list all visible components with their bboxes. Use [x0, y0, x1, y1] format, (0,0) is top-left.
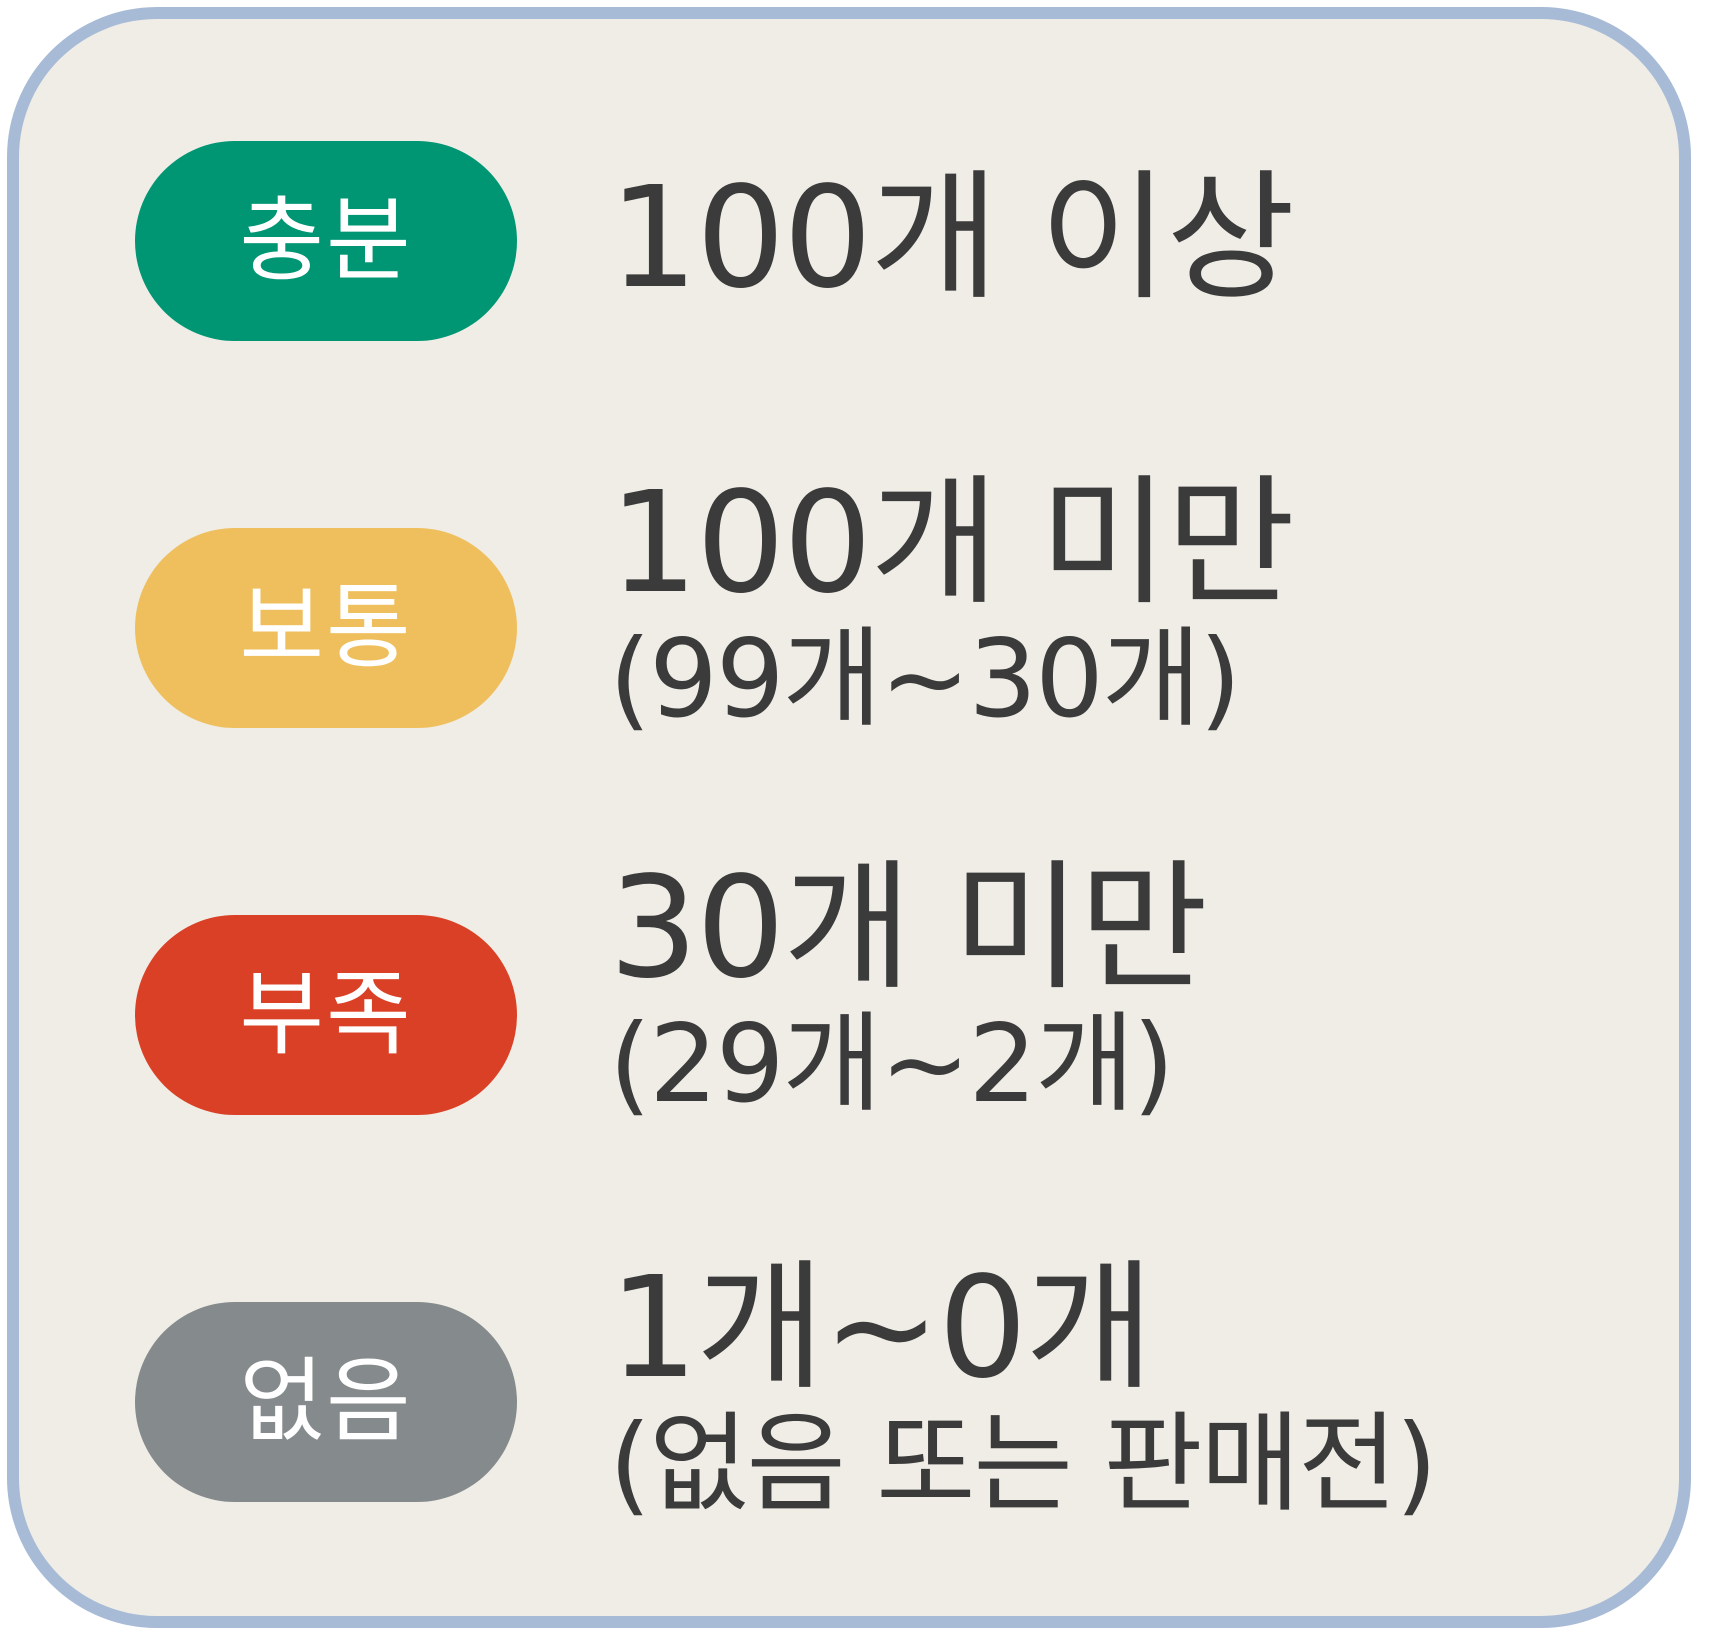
status-badge-label: 없음: [239, 1348, 413, 1455]
status-badge-normal: 보통: [135, 528, 517, 728]
quantity-range: 1개~0개: [609, 1247, 1154, 1410]
legend-description: 30개 미만 (29개~2개): [609, 847, 1208, 1127]
legend-description: 100개 미만 (99개~30개): [609, 462, 1295, 742]
quantity-detail: (29개~2개): [609, 1002, 1175, 1127]
quantity-range: 30개 미만: [609, 847, 1208, 1010]
status-badge-label: 보통: [239, 574, 413, 681]
status-badge-label: 충분: [239, 187, 413, 294]
quantity-range: 100개 이상: [609, 157, 1295, 320]
legend-description: 1개~0개 (없음 또는 판매전): [609, 1247, 1437, 1527]
legend-description: 100개 이상: [609, 157, 1295, 320]
quantity-detail: (99개~30개): [609, 617, 1241, 742]
status-badge-sufficient: 충분: [135, 141, 517, 341]
status-badge-none: 없음: [135, 1302, 517, 1502]
quantity-detail: (없음 또는 판매전): [609, 1402, 1437, 1527]
status-badge-shortage: 부족: [135, 915, 517, 1115]
stock-status-legend: 충분 100개 이상 보통 100개 미만 (99개~30개) 부족 30개 미…: [7, 7, 1691, 1628]
quantity-range: 100개 미만: [609, 462, 1295, 625]
status-badge-label: 부족: [239, 961, 413, 1068]
